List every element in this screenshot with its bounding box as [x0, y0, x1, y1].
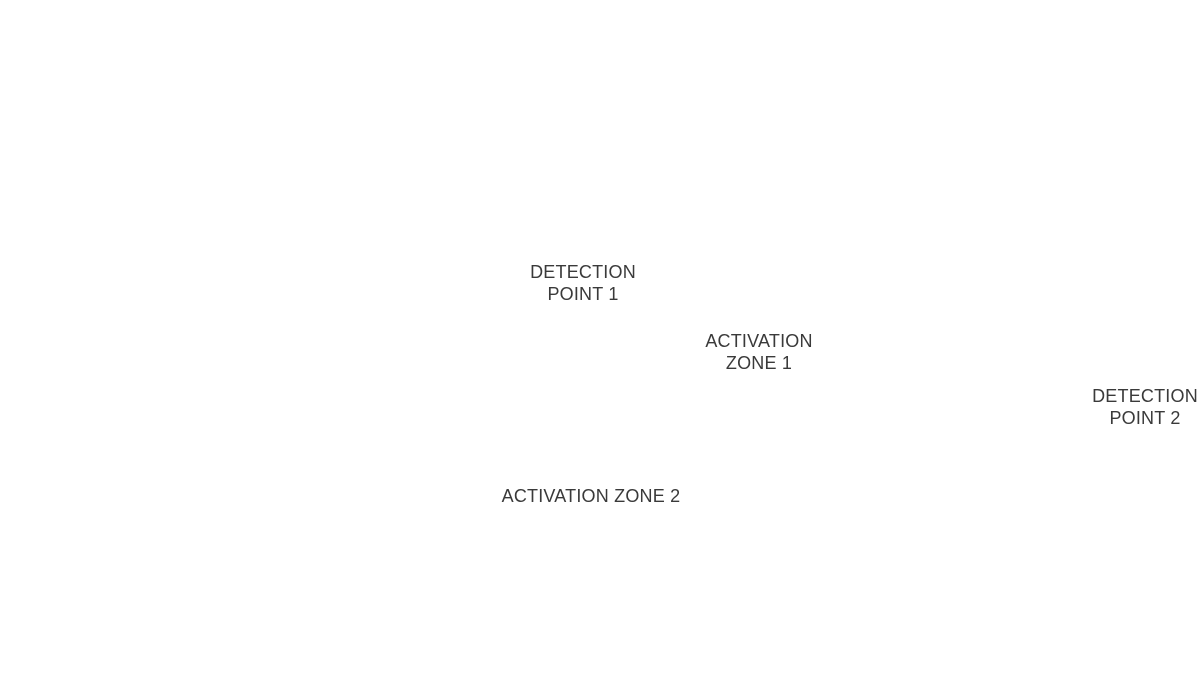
detection-point-2-line2: POINT 2	[1109, 408, 1181, 428]
activation-zone-1-line1: ACTIVATION	[705, 331, 813, 351]
detection-point-1-label: DETECTION POINT 1	[530, 261, 636, 305]
activation-zone-2-label: ACTIVATION ZONE 2	[500, 485, 682, 507]
activation-zone-2-text: ACTIVATION ZONE 2	[501, 486, 681, 506]
detection-point-2-label: DETECTION POINT 2	[1092, 385, 1198, 429]
detection-point-1-line1: DETECTION	[530, 262, 636, 282]
activation-zone-1-label: ACTIVATION ZONE 1	[703, 330, 815, 374]
activation-zone-1-line2: ZONE 1	[725, 353, 793, 373]
detection-point-2-line1: DETECTION	[1092, 386, 1198, 406]
detection-point-1-line2: POINT 1	[547, 284, 619, 304]
